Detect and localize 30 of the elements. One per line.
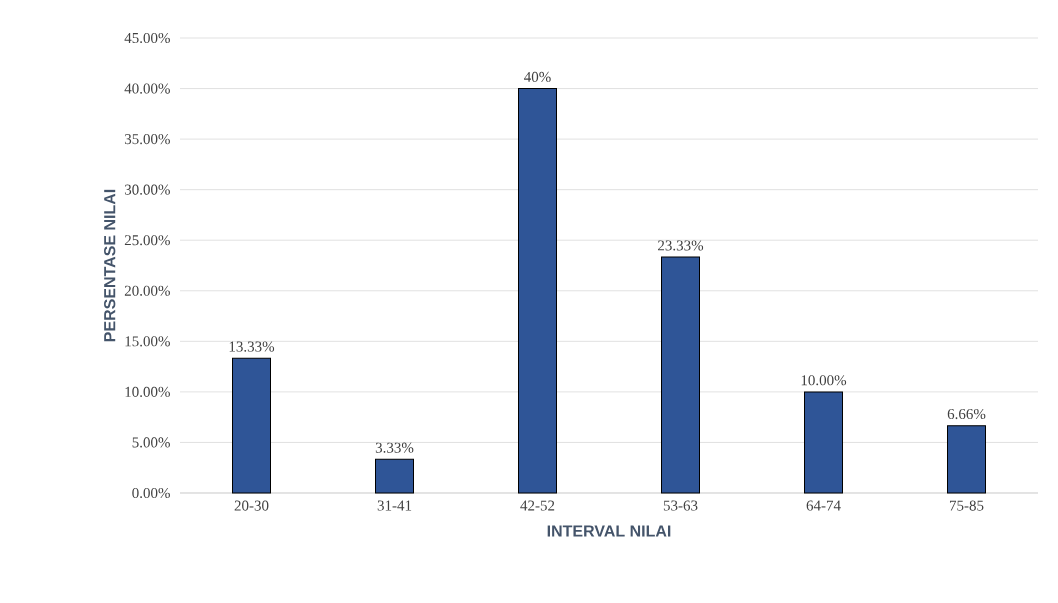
data-label: 10.00% [801,375,847,386]
x-axis-title: INTERVAL NILAI [547,525,671,537]
data-label: 6.66% [947,408,986,420]
bar [518,88,557,494]
y-tick-label: 25.00% [124,235,170,246]
data-label: 3.33% [375,442,414,453]
x-tick-label: 53-63 [663,500,698,511]
y-tick-label: 35.00% [124,134,170,145]
y-tick-label: 20.00% [124,285,170,296]
bar [804,391,843,494]
bar [375,458,414,494]
x-tick-label: 64-74 [806,500,841,511]
y-axis-title: PERSENTASE NILAI [104,189,116,342]
x-tick-label: 31-41 [377,500,412,511]
x-tick-label: 42-52 [520,500,555,511]
y-tick-label: 30.00% [124,184,170,195]
y-tick-label: 40.00% [124,83,170,94]
bar [232,357,271,494]
y-tick-label: 10.00% [125,386,170,397]
data-label: 23.33% [658,240,704,251]
y-tick-label: 0.00% [132,487,170,499]
x-tick-label: 20-30 [234,500,269,511]
data-label: 13.33% [229,341,275,352]
y-tick-label: 45.00% [124,32,170,44]
x-tick-label: 75-85 [949,500,984,511]
bar [661,256,700,494]
bar [947,425,986,494]
y-tick-label: 5.00% [132,437,170,448]
y-tick-label: 15.00% [125,336,170,347]
data-label: 40% [524,71,551,83]
